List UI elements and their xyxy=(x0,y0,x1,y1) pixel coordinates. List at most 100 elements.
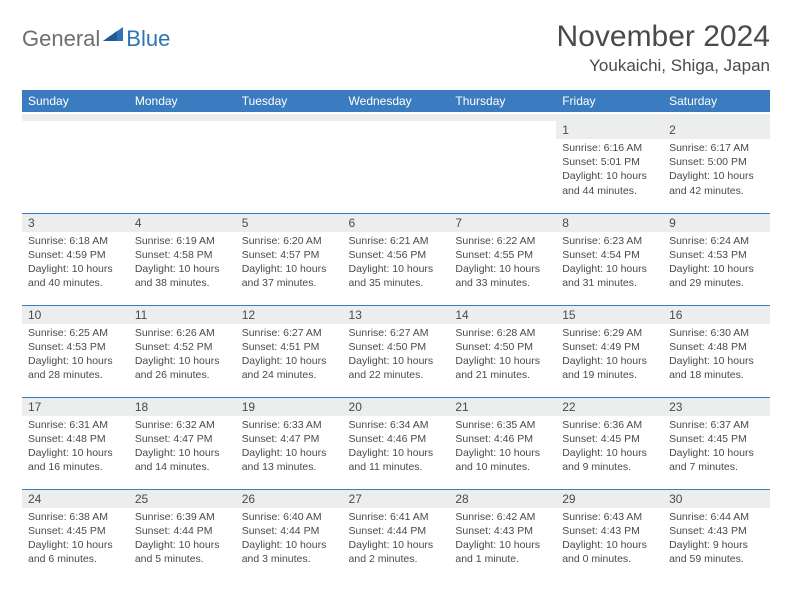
calendar-day-cell: 28Sunrise: 6:42 AMSunset: 4:43 PMDayligh… xyxy=(449,489,556,581)
day-number: 11 xyxy=(129,306,236,324)
day-details: Sunrise: 6:21 AMSunset: 4:56 PMDaylight:… xyxy=(343,232,450,295)
weekday-header: Friday xyxy=(556,90,663,113)
calendar-week-row: 24Sunrise: 6:38 AMSunset: 4:45 PMDayligh… xyxy=(22,489,770,581)
day-number: 15 xyxy=(556,306,663,324)
calendar-day-cell: 22Sunrise: 6:36 AMSunset: 4:45 PMDayligh… xyxy=(556,397,663,489)
day-details: Sunrise: 6:29 AMSunset: 4:49 PMDaylight:… xyxy=(556,324,663,387)
calendar-day-cell: 9Sunrise: 6:24 AMSunset: 4:53 PMDaylight… xyxy=(663,213,770,305)
brand-triangle-icon xyxy=(103,25,123,48)
calendar-day-cell: . xyxy=(129,121,236,213)
weekday-header: Tuesday xyxy=(236,90,343,113)
calendar-day-cell: 27Sunrise: 6:41 AMSunset: 4:44 PMDayligh… xyxy=(343,489,450,581)
day-details: Sunrise: 6:35 AMSunset: 4:46 PMDaylight:… xyxy=(449,416,556,479)
page-header: General Blue November 2024 Youkaichi, Sh… xyxy=(22,20,770,76)
calendar-day-cell: 11Sunrise: 6:26 AMSunset: 4:52 PMDayligh… xyxy=(129,305,236,397)
calendar-day-cell: 8Sunrise: 6:23 AMSunset: 4:54 PMDaylight… xyxy=(556,213,663,305)
day-details: Sunrise: 6:34 AMSunset: 4:46 PMDaylight:… xyxy=(343,416,450,479)
day-details: Sunrise: 6:40 AMSunset: 4:44 PMDaylight:… xyxy=(236,508,343,571)
day-number: 25 xyxy=(129,490,236,508)
day-number: 30 xyxy=(663,490,770,508)
day-details: Sunrise: 6:33 AMSunset: 4:47 PMDaylight:… xyxy=(236,416,343,479)
day-number: 23 xyxy=(663,398,770,416)
location-label: Youkaichi, Shiga, Japan xyxy=(557,56,770,76)
day-details: Sunrise: 6:26 AMSunset: 4:52 PMDaylight:… xyxy=(129,324,236,387)
day-number: 21 xyxy=(449,398,556,416)
brand-part-2: Blue xyxy=(126,26,170,52)
weekday-header: Saturday xyxy=(663,90,770,113)
calendar-day-cell: . xyxy=(449,121,556,213)
calendar-day-cell: 18Sunrise: 6:32 AMSunset: 4:47 PMDayligh… xyxy=(129,397,236,489)
calendar-day-cell: 5Sunrise: 6:20 AMSunset: 4:57 PMDaylight… xyxy=(236,213,343,305)
day-details: Sunrise: 6:44 AMSunset: 4:43 PMDaylight:… xyxy=(663,508,770,571)
calendar-day-cell: 19Sunrise: 6:33 AMSunset: 4:47 PMDayligh… xyxy=(236,397,343,489)
weekday-header: Wednesday xyxy=(343,90,450,113)
calendar-week-row: 10Sunrise: 6:25 AMSunset: 4:53 PMDayligh… xyxy=(22,305,770,397)
day-details: Sunrise: 6:30 AMSunset: 4:48 PMDaylight:… xyxy=(663,324,770,387)
day-number: 4 xyxy=(129,214,236,232)
day-number: 14 xyxy=(449,306,556,324)
day-number: 12 xyxy=(236,306,343,324)
day-number: 19 xyxy=(236,398,343,416)
day-number: 13 xyxy=(343,306,450,324)
calendar-day-cell: 24Sunrise: 6:38 AMSunset: 4:45 PMDayligh… xyxy=(22,489,129,581)
calendar-day-cell: 3Sunrise: 6:18 AMSunset: 4:59 PMDaylight… xyxy=(22,213,129,305)
day-number: 1 xyxy=(556,121,663,139)
calendar-day-cell: 23Sunrise: 6:37 AMSunset: 4:45 PMDayligh… xyxy=(663,397,770,489)
brand-logo: General Blue xyxy=(22,20,170,52)
calendar-day-cell: . xyxy=(22,121,129,213)
day-number: 5 xyxy=(236,214,343,232)
day-details: Sunrise: 6:41 AMSunset: 4:44 PMDaylight:… xyxy=(343,508,450,571)
calendar-day-cell: 15Sunrise: 6:29 AMSunset: 4:49 PMDayligh… xyxy=(556,305,663,397)
title-block: November 2024 Youkaichi, Shiga, Japan xyxy=(557,20,770,76)
day-details: Sunrise: 6:43 AMSunset: 4:43 PMDaylight:… xyxy=(556,508,663,571)
day-details: Sunrise: 6:23 AMSunset: 4:54 PMDaylight:… xyxy=(556,232,663,295)
day-number: 20 xyxy=(343,398,450,416)
calendar-day-cell: 16Sunrise: 6:30 AMSunset: 4:48 PMDayligh… xyxy=(663,305,770,397)
day-details: Sunrise: 6:20 AMSunset: 4:57 PMDaylight:… xyxy=(236,232,343,295)
day-number: 6 xyxy=(343,214,450,232)
day-details: Sunrise: 6:16 AMSunset: 5:01 PMDaylight:… xyxy=(556,139,663,202)
weekday-header: Monday xyxy=(129,90,236,113)
day-number: 9 xyxy=(663,214,770,232)
calendar-week-row: 3Sunrise: 6:18 AMSunset: 4:59 PMDaylight… xyxy=(22,213,770,305)
day-number: 7 xyxy=(449,214,556,232)
day-number: 16 xyxy=(663,306,770,324)
day-number: 27 xyxy=(343,490,450,508)
day-details: Sunrise: 6:32 AMSunset: 4:47 PMDaylight:… xyxy=(129,416,236,479)
day-number: 28 xyxy=(449,490,556,508)
calendar-day-cell: 6Sunrise: 6:21 AMSunset: 4:56 PMDaylight… xyxy=(343,213,450,305)
calendar-day-cell: 30Sunrise: 6:44 AMSunset: 4:43 PMDayligh… xyxy=(663,489,770,581)
calendar-day-cell: 7Sunrise: 6:22 AMSunset: 4:55 PMDaylight… xyxy=(449,213,556,305)
day-details: Sunrise: 6:39 AMSunset: 4:44 PMDaylight:… xyxy=(129,508,236,571)
day-details: Sunrise: 6:36 AMSunset: 4:45 PMDaylight:… xyxy=(556,416,663,479)
calendar-body: .....1Sunrise: 6:16 AMSunset: 5:01 PMDay… xyxy=(22,121,770,581)
day-details: Sunrise: 6:22 AMSunset: 4:55 PMDaylight:… xyxy=(449,232,556,295)
calendar-day-cell: . xyxy=(343,121,450,213)
calendar-day-cell: 26Sunrise: 6:40 AMSunset: 4:44 PMDayligh… xyxy=(236,489,343,581)
day-details: Sunrise: 6:31 AMSunset: 4:48 PMDaylight:… xyxy=(22,416,129,479)
weekday-header: Thursday xyxy=(449,90,556,113)
day-number: 17 xyxy=(22,398,129,416)
day-details: Sunrise: 6:25 AMSunset: 4:53 PMDaylight:… xyxy=(22,324,129,387)
calendar-day-cell: 10Sunrise: 6:25 AMSunset: 4:53 PMDayligh… xyxy=(22,305,129,397)
day-details: Sunrise: 6:27 AMSunset: 4:50 PMDaylight:… xyxy=(343,324,450,387)
day-details: Sunrise: 6:27 AMSunset: 4:51 PMDaylight:… xyxy=(236,324,343,387)
day-number: 29 xyxy=(556,490,663,508)
day-number: 10 xyxy=(22,306,129,324)
day-details: Sunrise: 6:24 AMSunset: 4:53 PMDaylight:… xyxy=(663,232,770,295)
calendar-day-cell: 4Sunrise: 6:19 AMSunset: 4:58 PMDaylight… xyxy=(129,213,236,305)
calendar-table: Sunday Monday Tuesday Wednesday Thursday… xyxy=(22,90,770,581)
calendar-day-cell: 20Sunrise: 6:34 AMSunset: 4:46 PMDayligh… xyxy=(343,397,450,489)
day-number: 3 xyxy=(22,214,129,232)
day-number: 22 xyxy=(556,398,663,416)
day-number: 26 xyxy=(236,490,343,508)
calendar-day-cell: 17Sunrise: 6:31 AMSunset: 4:48 PMDayligh… xyxy=(22,397,129,489)
day-number: 24 xyxy=(22,490,129,508)
calendar-day-cell: . xyxy=(236,121,343,213)
calendar-day-cell: 25Sunrise: 6:39 AMSunset: 4:44 PMDayligh… xyxy=(129,489,236,581)
day-details: Sunrise: 6:28 AMSunset: 4:50 PMDaylight:… xyxy=(449,324,556,387)
calendar-day-cell: 14Sunrise: 6:28 AMSunset: 4:50 PMDayligh… xyxy=(449,305,556,397)
calendar-page: General Blue November 2024 Youkaichi, Sh… xyxy=(0,0,792,601)
day-number: 2 xyxy=(663,121,770,139)
header-spacer xyxy=(22,113,770,121)
